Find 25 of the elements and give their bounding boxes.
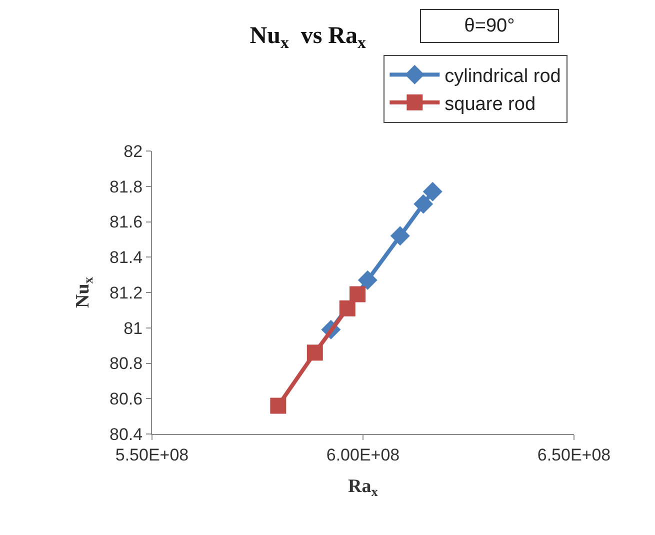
y-tick-label: 81 (124, 318, 143, 338)
y-tick-label: 81.2 (110, 283, 143, 302)
y-tick-label: 82 (124, 142, 143, 161)
point (339, 300, 356, 316)
y-tick-label: 80.8 (110, 354, 143, 374)
point (414, 194, 434, 214)
x-tick-label: 5.50E+08 (115, 445, 189, 464)
text: θ=90° (464, 16, 515, 36)
y-tick-label: 80.4 (110, 424, 143, 444)
point (306, 344, 323, 361)
point (350, 286, 366, 302)
legend-label: square rod (444, 94, 536, 115)
point (270, 398, 286, 414)
point (390, 226, 410, 246)
y-tick-label: 80.6 (110, 390, 143, 409)
point (422, 182, 442, 202)
x-tick-label: 6.00E+08 (326, 445, 400, 464)
x-tick-label: 6.50E+08 (537, 445, 611, 464)
point (358, 270, 378, 290)
chart-title: Nu$_{x}$ vs Ra$_{x}$ (250, 23, 367, 52)
y-tick-label: 81.4 (110, 248, 143, 268)
legend-label: cylindrical rod (444, 66, 561, 88)
y-tick-label: 81.6 (110, 212, 143, 232)
x-axis-title: Ra$_{x}$ (348, 476, 378, 500)
y-tick-label: 81.8 (110, 177, 143, 196)
